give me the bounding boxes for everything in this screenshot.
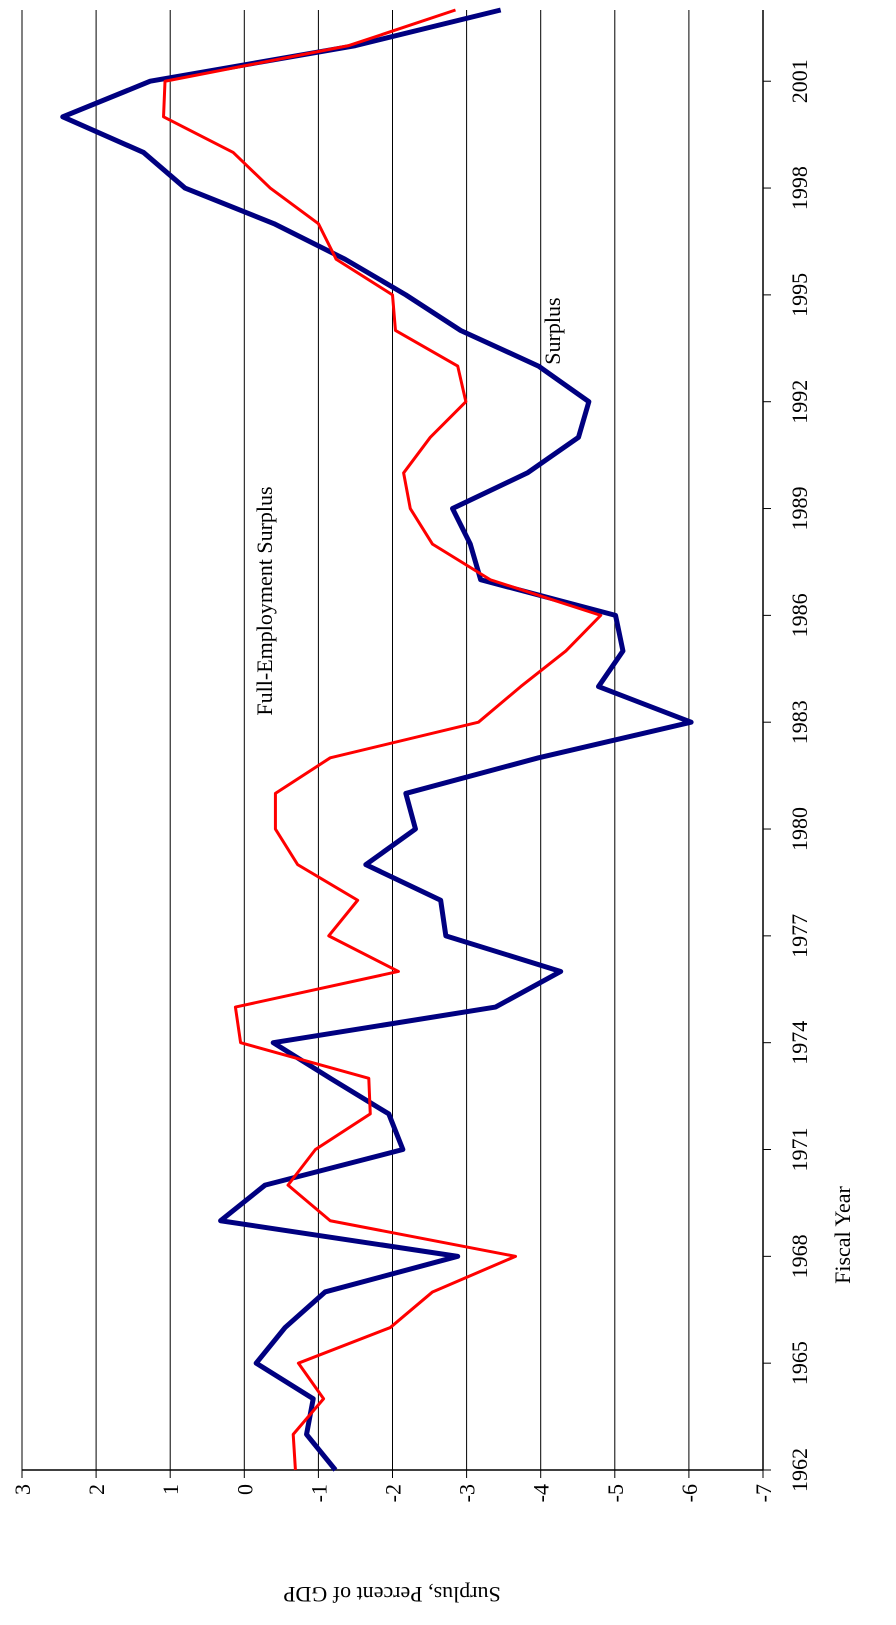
series-label: Full-Employment Surplus [252, 486, 277, 715]
y-tick-label: -3 [455, 1484, 480, 1502]
x-tick-label: 1965 [787, 1341, 812, 1385]
series-line [162, 8, 603, 1471]
x-tick-label: 1962 [787, 1448, 812, 1492]
x-tick-label: 1986 [787, 593, 812, 637]
x-tick-label: 1998 [787, 166, 812, 210]
y-tick-label: -5 [603, 1484, 628, 1502]
x-tick-label: 2001 [787, 59, 812, 103]
y-tick-label: 0 [232, 1484, 257, 1495]
y-tick-label: -7 [751, 1484, 776, 1502]
y-tick-label: -6 [677, 1484, 702, 1502]
x-tick-label: 1971 [787, 1128, 812, 1172]
series-label: Surplus [540, 297, 565, 364]
y-tick-label: -2 [381, 1484, 406, 1502]
x-tick-label: 1983 [787, 700, 812, 744]
x-tick-label: 1980 [787, 807, 812, 851]
x-axis-title: Fiscal Year [830, 1185, 855, 1283]
x-tick-label: 1977 [787, 914, 812, 958]
rotated-chart: Fiscal Year Surplus, Percent of GDP -7 -6… [10, 7, 855, 1607]
x-tick-label: 1968 [787, 1234, 812, 1278]
y-tick-label: 1 [158, 1484, 183, 1495]
x-tick-label: 1992 [787, 380, 812, 424]
y-tick-label: 3 [10, 1484, 35, 1495]
y-tick-label: -1 [306, 1484, 331, 1502]
x-tick-label: 1995 [787, 273, 812, 317]
y-tick-label: 2 [84, 1484, 109, 1495]
y-tick-label: -4 [529, 1484, 554, 1502]
x-tick-label: 1974 [787, 1021, 812, 1065]
y-axis-title: Surplus, Percent of GDP [283, 1582, 501, 1607]
series-line [60, 7, 694, 1472]
x-tick-label: 1989 [787, 487, 812, 531]
